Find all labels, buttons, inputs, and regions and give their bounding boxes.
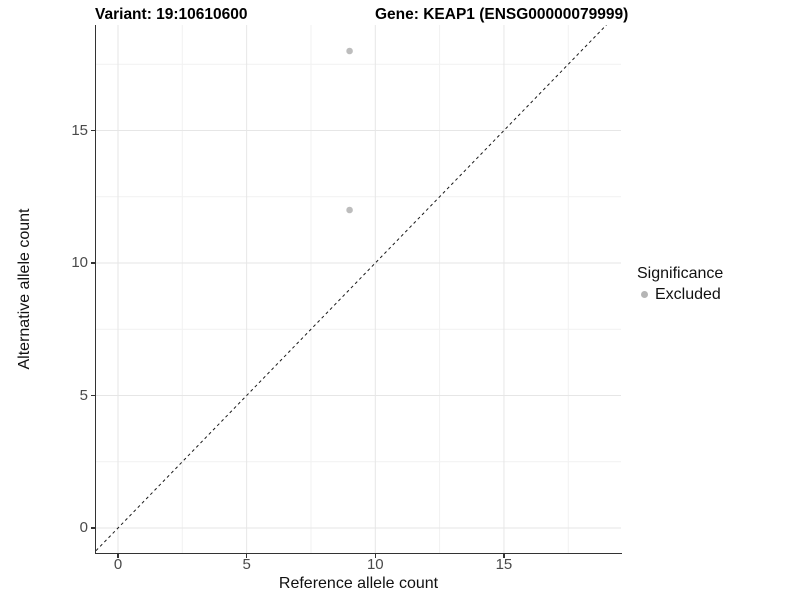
x-axis-title: Reference allele count: [278, 575, 439, 592]
y-tick-label: 10: [71, 254, 88, 271]
legend: Significance Excluded: [637, 263, 723, 305]
legend-title: Significance: [637, 265, 724, 282]
x-tick-label: 0: [113, 556, 123, 573]
x-tick-mark: [374, 553, 377, 558]
plot-panel: [96, 25, 621, 553]
x-axis-line: [94, 552, 622, 554]
legend-item-excluded: Excluded: [637, 284, 723, 305]
y-tick-label: 15: [71, 121, 88, 139]
data-point-excluded: [346, 206, 353, 214]
y-tick-mark: [90, 394, 95, 397]
y-tick-label: 5: [79, 386, 88, 404]
y-tick-mark: [90, 129, 95, 132]
y-tick-label: 0: [79, 519, 88, 536]
variant-title: Variant: 19:10610600: [95, 6, 248, 23]
x-tick-mark: [245, 553, 248, 558]
gene-title: Gene: KEAP1 (ENSG00000079999): [375, 6, 629, 23]
x-tick-mark: [503, 553, 505, 558]
y-axis-title: Alternative allele count: [16, 208, 33, 370]
y-tick-mark: [90, 527, 95, 529]
x-tick-label: 10: [366, 556, 384, 573]
legend-point-icon: [641, 291, 648, 298]
identity-dashed-line: [96, 25, 607, 552]
x-tick-label: 5: [242, 556, 251, 573]
x-tick-label: 15: [495, 556, 513, 573]
scatter-chart: [96, 25, 621, 553]
x-tick-mark: [117, 553, 119, 558]
y-axis-line: [94, 25, 97, 554]
y-tick-mark: [90, 262, 95, 264]
legend-item-label: Excluded: [655, 286, 721, 303]
data-point-excluded: [346, 47, 353, 55]
